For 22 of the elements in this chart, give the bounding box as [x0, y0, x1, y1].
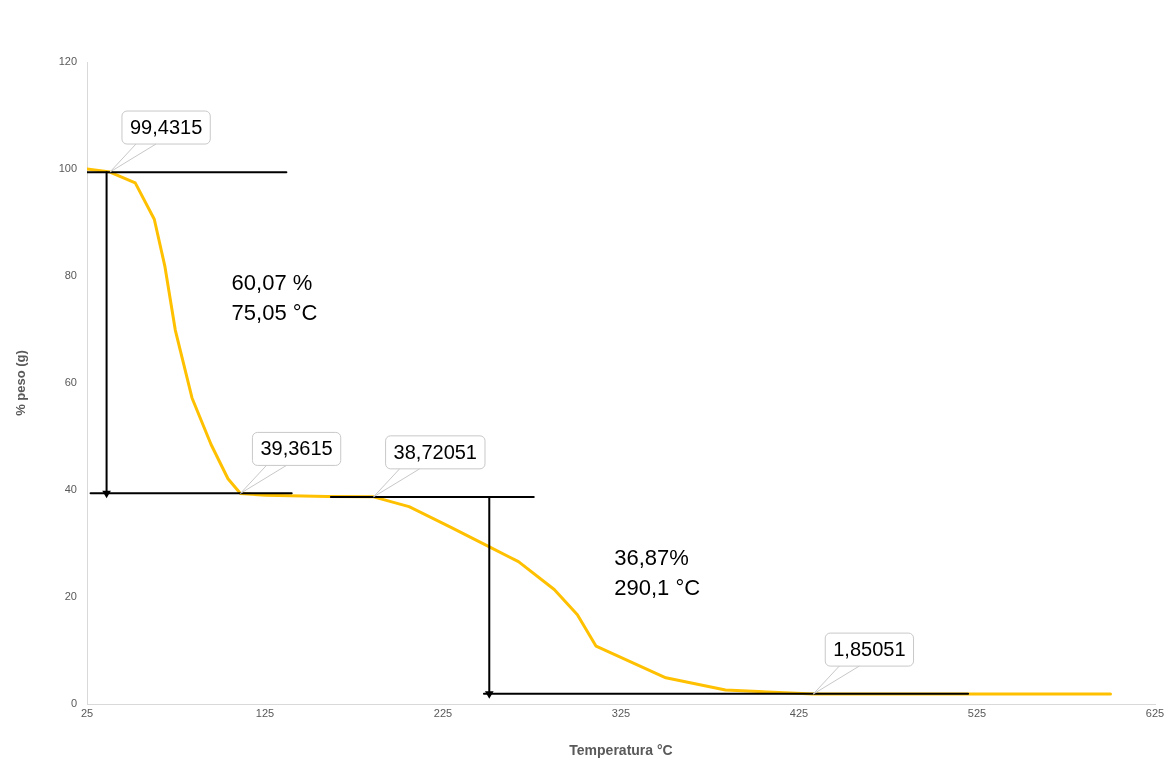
x-tick-label: 225: [433, 706, 453, 719]
data-label: 1,85051: [833, 638, 906, 661]
data-label: 38,72051: [393, 440, 477, 463]
y-axis-title: % peso (g): [13, 350, 29, 416]
y-tick-label: 100: [58, 162, 77, 175]
annotation: 60,07 % 75,05 °C: [231, 269, 318, 325]
data-label: 99,4315: [129, 116, 203, 139]
x-tick-label: 125: [255, 706, 275, 719]
y-tick-label: 60: [64, 376, 77, 389]
x-axis-title: Temperatura °C: [569, 742, 673, 759]
y-tick-label: 80: [64, 269, 77, 282]
x-tick-label: 425: [789, 706, 809, 719]
x-tick-label: 25: [80, 706, 94, 719]
y-tick-label: 40: [64, 483, 77, 496]
x-tick-label: 325: [611, 706, 631, 719]
y-tick-label: 120: [58, 55, 77, 68]
y-tick-label: 0: [70, 697, 77, 710]
y-tick-label: 20: [64, 590, 77, 603]
x-tick-label: 625: [1145, 706, 1165, 719]
x-tick-label: 525: [967, 706, 987, 719]
annotation: 36,87% 290,1 °C: [614, 544, 701, 600]
data-label: 39,3615: [260, 437, 333, 460]
